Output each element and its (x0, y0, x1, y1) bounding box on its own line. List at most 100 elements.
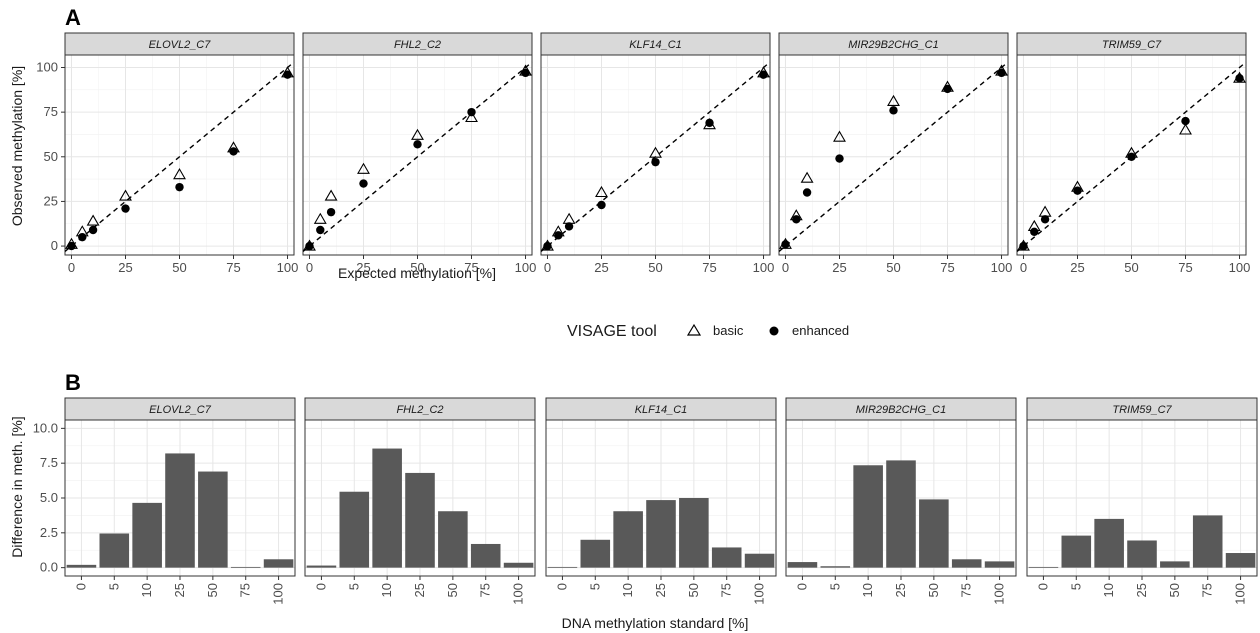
x-tick-label: 75 (1200, 583, 1215, 597)
x-tick-label: 50 (926, 583, 941, 597)
x-tick-label: 100 (753, 260, 775, 275)
plot-border (302, 54, 533, 256)
facet-title: ELOVL2_C7 (149, 404, 212, 416)
x-tick-label: 50 (445, 583, 460, 597)
bar-10 (1094, 518, 1124, 568)
x-tick-label: 5 (1068, 583, 1083, 590)
bar-25 (646, 500, 676, 568)
bar-10 (613, 511, 643, 568)
facet-trim59-c7: TRIM59_C7 0 25 50 75 100 (1016, 32, 1251, 275)
x-tick-label: 25 (832, 260, 846, 275)
x-tick-label: 0 (794, 583, 809, 590)
y-tick-label: 0.0 (40, 560, 58, 575)
bar-10 (853, 465, 883, 568)
x-tick-label: 10 (1101, 583, 1116, 597)
y-tick-label: 2.5 (40, 525, 58, 540)
x-tick-label: 50 (1124, 260, 1138, 275)
y-tick-label: 0 (51, 238, 58, 253)
x-tick-label: 100 (992, 583, 1007, 605)
x-tick-label: 0 (1020, 260, 1027, 275)
bar-100 (503, 562, 534, 568)
point-basic (1038, 205, 1052, 217)
x-tick-label: 50 (886, 260, 900, 275)
point-basic (313, 212, 327, 224)
legend-enhanced-label: enhanced (792, 323, 849, 338)
point-enhanced (802, 188, 812, 197)
y-tick-label: 7.5 (40, 455, 58, 470)
point-basic (595, 185, 608, 198)
bar-0 (66, 564, 97, 568)
bar-10 (372, 448, 402, 568)
bar-50 (1160, 561, 1190, 568)
point-enhanced (564, 222, 574, 231)
point-enhanced (651, 157, 660, 167)
bar-75 (951, 559, 982, 568)
panel-a-tag: A (65, 5, 81, 30)
point-enhanced (1040, 215, 1050, 224)
point-basic (1017, 239, 1030, 251)
x-tick-label: 0 (313, 583, 328, 590)
x-tick-label: 75 (478, 583, 493, 597)
x-tick-label: 50 (648, 260, 662, 275)
x-tick-label: 5 (346, 583, 361, 590)
plot-border (64, 54, 295, 256)
facet-title: KLF14_C1 (629, 39, 682, 51)
panel-b-x-axis-title: DNA methylation standard [%] (562, 615, 749, 631)
point-basic (75, 225, 89, 237)
y-tick-label: 75 (44, 104, 58, 119)
x-tick-label: 25 (1134, 583, 1149, 597)
point-basic (779, 237, 792, 249)
bar-5 (1061, 535, 1092, 568)
facet-title: FHL2_C2 (394, 39, 441, 51)
point-basic (649, 146, 662, 158)
x-tick-label: 100 (515, 260, 537, 275)
identity-reference-line (64, 61, 295, 252)
point-basic (887, 94, 900, 106)
bar-5 (339, 491, 370, 568)
facet-title: TRIM59_C7 (1102, 39, 1162, 51)
bar-0 (306, 565, 337, 568)
bar-facet-klf14-c1: KLF14_C1 0 5 10 25 50 75 100 (545, 397, 777, 605)
point-basic (1027, 219, 1041, 231)
bar-75 (711, 547, 742, 568)
point-basic (833, 130, 846, 142)
point-basic (789, 209, 803, 221)
x-tick-label: 100 (1229, 260, 1251, 275)
x-tick-label: 75 (1178, 260, 1192, 275)
x-tick-label: 75 (940, 260, 954, 275)
facet-klf14-c1: KLF14_C1 0 25 50 75 100 (540, 32, 775, 275)
x-tick-label: 100 (991, 260, 1013, 275)
x-tick-label: 10 (860, 583, 875, 597)
facet-title: MIR29B2CHG_C1 (856, 404, 946, 416)
point-basic (995, 64, 1008, 76)
x-tick-label: 50 (205, 583, 220, 597)
bar-facet-fhl2-c2: FHL2_C2 0 5 10 25 50 75 100 (304, 397, 536, 605)
plot-border (778, 54, 1009, 256)
x-tick-label: 25 (594, 260, 608, 275)
point-basic (324, 189, 338, 201)
legend-basic-triangle-icon (686, 323, 702, 336)
facet-title: TRIM59_C7 (1112, 404, 1172, 416)
x-tick-label: 25 (1070, 260, 1084, 275)
legend: VISAGE tool basic enhanced (567, 323, 849, 340)
identity-reference-line (778, 61, 1009, 252)
point-enhanced (359, 179, 368, 188)
x-tick-label: 25 (653, 583, 668, 597)
x-tick-label: 75 (226, 260, 240, 275)
point-enhanced (1030, 227, 1039, 236)
bar-50 (438, 511, 468, 568)
bar-100 (984, 561, 1015, 568)
point-basic (465, 110, 478, 123)
x-tick-label: 10 (379, 583, 394, 597)
bar-panel-b: ELOVL2_C70.02.55.07.510.00 5 10 25 50 75 100FH… (33, 397, 1258, 605)
legend-title: VISAGE tool (567, 323, 657, 340)
point-basic (173, 168, 186, 180)
point-enhanced (597, 200, 606, 210)
y-tick-label: 50 (44, 149, 58, 164)
x-tick-label: 75 (464, 260, 478, 275)
bar-0 (547, 566, 578, 568)
bar-25 (405, 472, 435, 568)
x-tick-label: 100 (277, 260, 299, 275)
bar-5 (99, 533, 130, 568)
